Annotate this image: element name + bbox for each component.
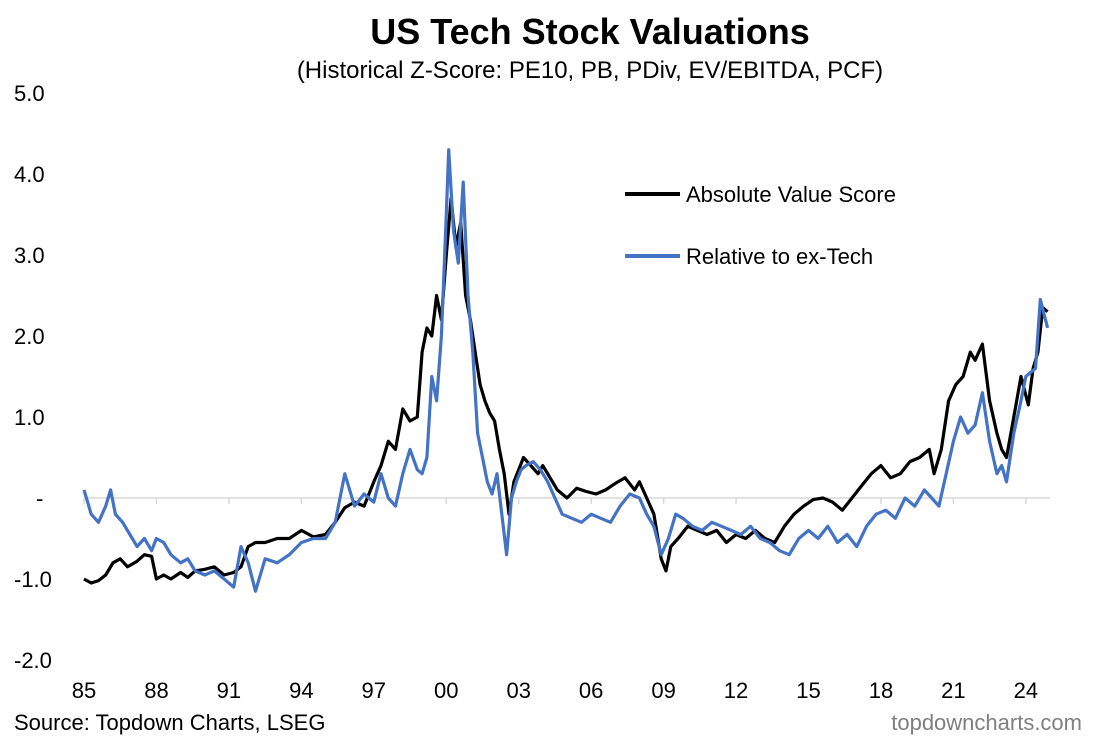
- x-tick-label: 85: [72, 678, 96, 703]
- legend-label-relative-to-ex-tech: Relative to ex-Tech: [686, 244, 873, 269]
- y-tick-label: -: [36, 486, 43, 511]
- x-tick-label: 12: [724, 678, 748, 703]
- x-tick-label: 91: [217, 678, 241, 703]
- x-tick-label: 09: [651, 678, 675, 703]
- x-tick-label: 06: [579, 678, 603, 703]
- x-tick-label: 18: [869, 678, 893, 703]
- x-tick-label: 24: [1014, 678, 1038, 703]
- chart-title: US Tech Stock Valuations: [370, 11, 809, 52]
- y-tick-label: 3.0: [14, 243, 45, 268]
- y-tick-label: 2.0: [14, 324, 45, 349]
- y-tick-label: 1.0: [14, 405, 45, 430]
- series-line-relative-to-ex-tech: [82, 148, 1050, 593]
- source-note: Source: Topdown Charts, LSEG: [14, 710, 325, 735]
- site-credit: topdowncharts.com: [891, 710, 1082, 735]
- x-tick-label: 94: [289, 678, 313, 703]
- series-layer: [82, 148, 1050, 593]
- chart-subtitle: (Historical Z-Score: PE10, PB, PDiv, EV/…: [297, 57, 883, 84]
- y-tick-label: 5.0: [14, 81, 45, 106]
- x-tick-label: 21: [941, 678, 965, 703]
- x-tick-label: 97: [362, 678, 386, 703]
- y-tick-label: -1.0: [14, 567, 52, 592]
- y-tick-label: -2.0: [14, 648, 52, 673]
- x-tick-label: 15: [796, 678, 820, 703]
- legend: Absolute Value Score Relative to ex-Tech: [625, 182, 896, 269]
- series-line-absolute-value-score: [83, 196, 1049, 585]
- x-tick-label: 88: [144, 678, 168, 703]
- y-tick-label: 4.0: [14, 162, 45, 187]
- x-tick-label: 00: [434, 678, 458, 703]
- x-axis: 85 88 91 94 97 00 03 06 09 12 15 18 21 24: [72, 498, 1038, 703]
- legend-label-absolute-value-score: Absolute Value Score: [686, 182, 896, 207]
- y-axis: 5.0 4.0 3.0 2.0 1.0 - -1.0 -2.0: [14, 81, 52, 673]
- x-tick-label: 03: [506, 678, 530, 703]
